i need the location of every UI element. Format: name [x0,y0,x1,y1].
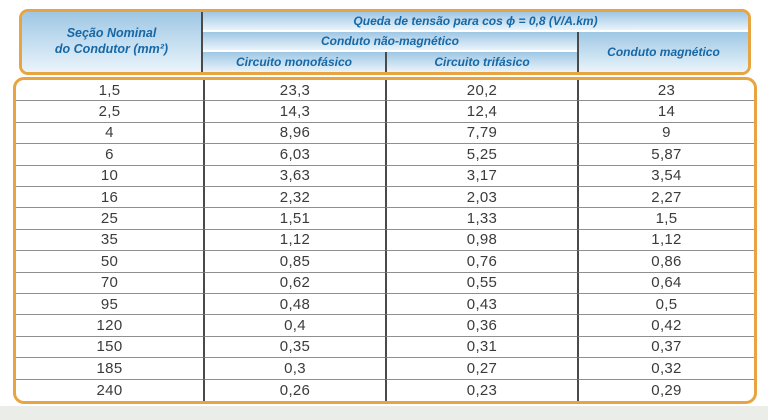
table-cell: 0,27 [385,358,577,380]
table-cell: 0,85 [203,251,385,273]
table-cell: 10 [16,166,203,187]
table-cell: 95 [16,294,203,316]
table-cell: 1,51 [203,208,385,230]
table-cell: 0,4 [203,315,385,337]
table-cell: 6 [16,144,203,166]
table-cell: 0,31 [385,336,577,359]
table-row: 35 1,12 0,98 1,12 [16,229,754,252]
table-row: 6 6,03 5,25 5,87 [16,144,754,166]
table-cell: 14 [577,101,754,123]
table-cell: 0,55 [385,272,577,294]
table-cell: 5,87 [577,144,754,166]
table-cell: 185 [16,358,203,380]
table-cell: 0,42 [577,315,754,337]
table-cell: 35 [16,230,203,252]
table-row: 25 1,51 1,33 1,5 [16,208,754,230]
voltage-drop-title: Queda de tensão para cos ϕ = 0,8 (V/A.km… [353,13,598,28]
table-cell: 14,3 [203,101,385,123]
table-row: 2,5 14,3 12,4 14 [16,101,754,123]
conductor-section-header-cell: Seção Nominal do Condutor (mm²) [22,12,203,72]
conductor-header-line2: do Condutor (mm²) [54,42,169,56]
table-cell: 0,35 [203,336,385,359]
table-cell: 3,17 [385,165,577,187]
table-cell: 16 [16,187,203,209]
table-cell: 0,64 [577,272,754,294]
voltage-drop-title-cell: Queda de tensão para cos ϕ = 0,8 (V/A.km… [203,12,748,32]
table-cell: 240 [96,381,123,399]
table-cell: 0,76 [385,251,577,273]
table-cell: 120 [16,315,203,337]
table-cell: 2,32 [203,186,385,209]
table-cell: 0,43 [385,293,577,316]
table-cell: 50 [16,251,203,273]
table-row: 150 0,35 0,31 0,37 [16,336,754,359]
table-cell: 25 [16,208,203,230]
table-cell: 2,5 [16,101,203,123]
single-phase-circuit-label: Circuito monofásico [235,54,352,69]
table-cell: 0,23 [385,379,577,401]
table-row: 70 0,62 0,55 0,64 [16,272,754,294]
three-phase-circuit-header-cell: Circuito trifásico [385,52,577,72]
table-cell: 7,79 [385,122,577,145]
table-cell: 0,98 [385,229,577,252]
table-row: 95 0,48 0,43 0,5 [16,293,754,316]
page-bottom-strip [0,406,768,420]
table-cell: 1,33 [385,208,577,230]
table-cell: 1,12 [577,229,754,252]
table-cell: 0,3 [203,358,385,380]
table-cell: 0,29 [577,379,754,401]
table-cell: 4 [16,123,203,145]
table-cell: 0,5 [577,293,754,316]
table-cell: 3,63 [203,165,385,187]
conductor-header-line1: Seção Nominal [66,26,157,41]
table-row: 1,5 23,3 20,2 23 [16,80,754,102]
table-cell: 6,03 [203,144,385,166]
non-magnetic-conduit-header-cell: Conduto não-magnético [203,32,577,52]
table-header: Seção Nominal do Condutor (mm²) Queda de… [19,9,751,75]
table-cell: 0,26 [203,379,385,401]
table-row: 4 8,96 7,79 9 [16,122,754,145]
table-cell: 23 [577,80,754,102]
magnetic-conduit-label: Conduto magnético [607,44,720,59]
table-cell: 150 [16,337,203,359]
table-cell: 1,5 [577,208,754,230]
single-phase-circuit-header-cell: Circuito monofásico [203,52,385,72]
table-row: 16 2,32 2,03 2,27 [16,186,754,209]
table-cell: 12,4 [385,101,577,123]
table-cell: 70 [16,273,203,294]
table-row: 120 0,4 0,36 0,42 [16,315,754,337]
table-cell: 8,96 [203,122,385,145]
table-cell: 9 [577,122,754,145]
table-cell: 2,27 [577,186,754,209]
non-magnetic-conduit-label: Conduto não-magnético [321,33,459,48]
three-phase-circuit-label: Circuito trifásico [434,54,530,69]
table-cell: 23,3 [203,80,385,102]
table-cell: 2,03 [385,186,577,209]
table-cell: 1,12 [203,229,385,252]
table-row: 50 0,85 0,76 0,86 [16,251,754,273]
table-cell: 0,48 [203,293,385,316]
table-cell: 3,54 [577,165,754,187]
magnetic-conduit-header-cell: Conduto magnético [577,32,748,72]
table-row: 240 0,26 0,23 0,29 [16,379,754,401]
table-cell: 20,2 [385,80,577,102]
table-cell: 0,37 [577,336,754,359]
table-cell: 0,86 [577,251,754,273]
table-cell: 0,62 [203,272,385,294]
table-cell: 1,5 [16,80,203,102]
table-row: 185 0,3 0,27 0,32 [16,358,754,380]
table-cell: 0,32 [577,358,754,380]
table-row: 10 3,63 3,17 3,54 [16,165,754,187]
table-cell: 0,36 [385,315,577,337]
table-body: 1,5 23,3 20,2 23 2,5 14,3 12,4 14 4 8,96 7,79 9 6 6,0… [13,77,757,404]
table-cell: 5,25 [385,144,577,166]
